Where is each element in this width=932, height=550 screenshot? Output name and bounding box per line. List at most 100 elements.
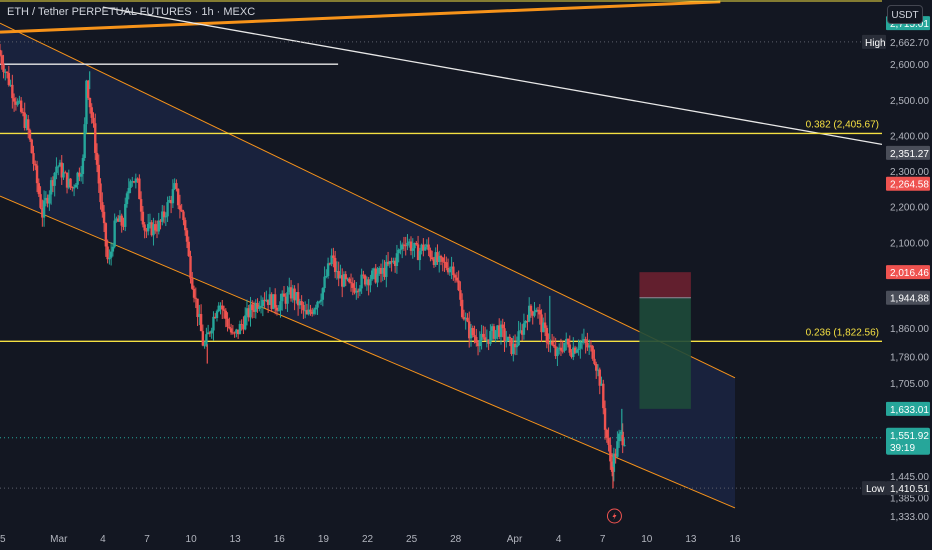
candle-body: [563, 342, 566, 351]
candle-body: [252, 310, 256, 312]
y-tick-10: 1,385.00: [890, 493, 929, 504]
candle-body: [381, 267, 384, 274]
candle-body: [206, 332, 210, 335]
candle-body: [556, 348, 559, 357]
candle-body: [99, 183, 102, 203]
candle-body: [517, 331, 520, 346]
candle-body: [136, 178, 139, 180]
candle-body: [397, 249, 400, 254]
candle-body: [259, 305, 263, 307]
candle-body: [231, 332, 235, 334]
price-tag-3: 2,016.46: [890, 268, 929, 279]
candle-body: [545, 327, 549, 343]
candle-body: [333, 257, 337, 273]
candle-body: [69, 178, 72, 188]
y-tick-8: 1,705.00: [890, 379, 929, 390]
candle-body: [184, 220, 187, 231]
candle-body: [94, 123, 97, 153]
candle-body: [443, 261, 446, 263]
candle-body: [363, 275, 367, 285]
candle-body: [432, 259, 436, 265]
candle-body: [44, 197, 48, 201]
candle-body: [565, 338, 568, 343]
candle-body: [129, 181, 132, 188]
price-tag-3-bg: [886, 265, 930, 280]
candle-body: [51, 180, 55, 186]
candle-body: [531, 311, 534, 316]
candle-body: [180, 209, 183, 212]
candle-body: [62, 172, 65, 178]
candle-body: [307, 309, 310, 315]
candle-body: [224, 310, 227, 319]
candle-body: [557, 347, 561, 349]
candle-body: [37, 183, 41, 195]
candle-body: [489, 331, 492, 344]
price-tag-1-bg: [886, 145, 930, 160]
candle-body: [5, 71, 9, 74]
candle-body: [11, 84, 14, 99]
current-price-bg: [886, 427, 930, 455]
candle-body: [0, 49, 2, 56]
candle-body: [513, 343, 517, 348]
y-tick-5: 2,100.00: [890, 238, 929, 249]
lightning-icon-bolt: [612, 512, 617, 520]
candle-body: [473, 335, 476, 337]
candle-body: [23, 112, 26, 128]
candle-body: [240, 324, 243, 326]
candle-body: [0, 55, 3, 65]
candle-body: [106, 246, 109, 260]
candle-body: [53, 172, 56, 186]
candle-body: [303, 310, 307, 312]
candle-body: [503, 328, 506, 342]
candle-body: [501, 324, 504, 329]
x-tick-7: 19: [318, 534, 330, 545]
candle-body: [235, 329, 238, 333]
candle-body: [88, 97, 92, 108]
candle-body: [621, 431, 624, 446]
candle-body: [487, 339, 490, 344]
candle-body: [256, 302, 259, 309]
candle-body: [311, 311, 314, 314]
candle-body: [476, 342, 480, 347]
candle-body: [192, 288, 196, 298]
high-value-bg: [886, 34, 930, 49]
candle-body: [217, 305, 220, 312]
currency-button[interactable]: USDT: [887, 5, 923, 24]
candle-body: [483, 337, 487, 341]
candle-body: [598, 369, 601, 386]
candle-body: [445, 262, 448, 268]
candle-body: [71, 187, 74, 189]
candle-body: [372, 268, 376, 271]
y-tick-6: 1,860.00: [890, 324, 929, 335]
candle-body: [566, 338, 570, 345]
candle-body: [233, 332, 236, 334]
x-tick-5: 13: [230, 534, 242, 545]
candle-body: [482, 333, 485, 338]
candle-body: [358, 288, 362, 292]
candle-body: [263, 299, 266, 302]
candle-body: [415, 242, 418, 245]
candle-body: [282, 293, 286, 297]
candle-body: [261, 299, 265, 306]
candle-body: [16, 101, 19, 105]
candle-body: [120, 215, 123, 226]
candle-body: [559, 347, 563, 351]
candle-body: [355, 290, 358, 293]
candle-body: [182, 211, 185, 221]
candle-body: [196, 298, 199, 318]
candle-body: [7, 73, 11, 85]
channel-upper-line: [0, 22, 736, 379]
candle-body: [281, 293, 284, 302]
candle-body: [505, 341, 508, 343]
candle-body: [198, 314, 201, 318]
candle-body: [57, 166, 60, 168]
candle-body: [512, 343, 515, 354]
candle-body: [203, 345, 206, 347]
high-label-bg: [862, 34, 886, 49]
candle-body: [587, 345, 591, 348]
high-label: High: [865, 38, 886, 49]
candle-body: [272, 294, 275, 309]
candle-body: [67, 178, 70, 188]
candle-body: [101, 202, 104, 212]
